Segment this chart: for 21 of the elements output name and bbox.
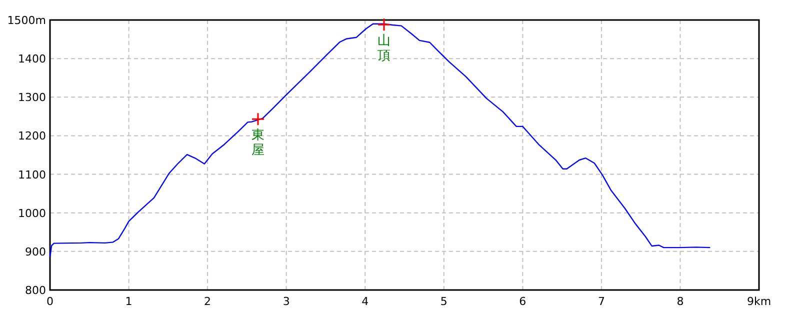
y-tick-label: 1400 [18,52,46,66]
y-tick-label: 1500m [7,14,46,27]
x-tick-label: 4 [362,295,369,308]
y-tick-label: 1300 [18,91,46,104]
x-tick-label: 3 [282,295,290,308]
annotation: 東屋 [251,128,264,158]
y-tick-label: 900 [25,245,46,258]
x-tick-label: 5 [440,295,448,308]
y-tick-label: 1000 [18,206,46,220]
line-series [49,23,711,258]
x-tick-label: 0 [46,295,54,308]
x-tick-label: 7 [598,295,605,308]
y-tick-label: 1100 [18,168,46,182]
y-tick-label: 1200 [18,130,46,143]
x-tick-label: 1 [125,295,132,308]
x-tick-label: 6 [519,295,526,308]
x-tick-label: 2 [204,295,212,308]
annotation: 山頂 [378,34,391,64]
x-tick-label: 9km [746,295,772,308]
y-tick-label: 800 [25,284,46,297]
x-tick-label: 8 [676,295,684,308]
